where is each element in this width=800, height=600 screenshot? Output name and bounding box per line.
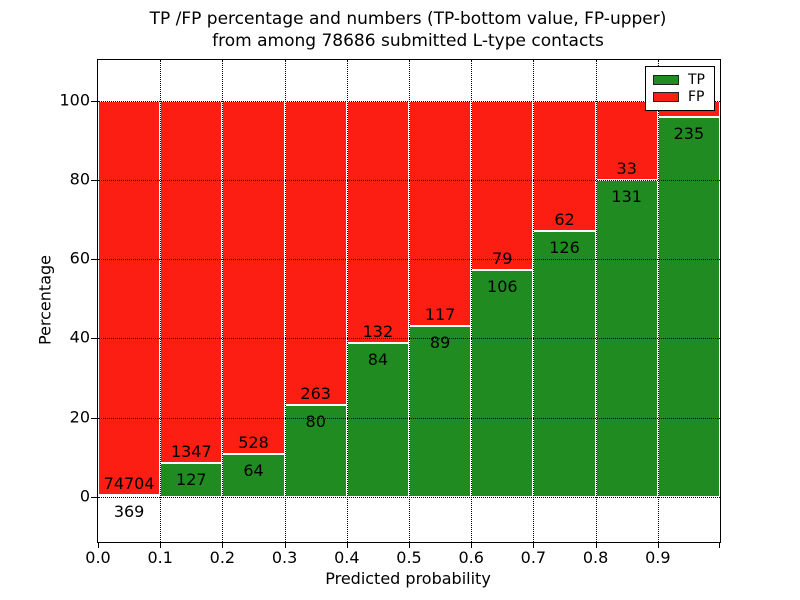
gridline-v-0.3 [284,60,286,542]
bar-segment-fp-7 [533,100,596,232]
x-tick-0 [98,542,99,548]
bar-label-tp-7: 126 [549,238,580,258]
y-tick-label-80: 80 [69,169,90,189]
x-tick-label-0.7: 0.7 [520,548,547,567]
gridline-h-40 [98,338,720,340]
gridline-v-0.5 [409,60,410,542]
x-tick-label-0.4: 0.4 [334,548,360,567]
legend-label-fp: FP [688,89,705,106]
y-tick-60 [91,259,97,261]
bar-segment-tp-7 [533,231,596,497]
x-tick-6 [471,542,473,548]
bar-segment-tp-4 [346,342,409,497]
bar-segment-fp-5 [409,100,472,326]
gridline-h-100 [98,100,720,102]
x-tick-label-0.9: 0.9 [645,548,671,567]
bar-label-tp-2: 64 [243,461,264,481]
y-tick-20 [91,417,97,419]
y-tick-100 [91,100,97,102]
bar-label-fp-5: 117 [424,304,456,324]
x-tick-9 [657,542,659,548]
x-tick-label-0.0: 0.0 [85,548,111,567]
bar-segment-tp-3 [284,404,347,497]
gridline-h-20 [98,417,720,419]
bar-label-tp-5: 89 [429,332,451,352]
gridline-v-0.4 [346,60,348,542]
bar-label-fp-4: 132 [362,321,394,341]
x-tick-4 [346,542,348,548]
x-tick-label-0.1: 0.1 [147,548,173,567]
bar-segment-fp-2 [222,100,285,455]
gridline-h-0 [98,497,720,498]
gridline-v-0.6 [471,60,473,542]
bar-label-fp-7: 62 [554,210,575,230]
bar-label-tp-6: 106 [487,276,518,296]
bar-segment-tp-6 [471,269,534,497]
bar-label-tp-9: 235 [673,123,705,143]
plot-area: 0.0 0.1 0.2 0.3 0.4 0.5 0.6 0.7 0.8 0.9 0 20 40 60 80 1… [59,59,721,567]
bar-label-fp-6: 79 [492,248,513,268]
y-tick-0 [91,497,97,498]
gridline-v-0.9 [657,60,659,542]
bar-label-tp-3: 80 [305,411,326,431]
bar-segment-fp-1 [160,100,223,463]
legend: TP FP [645,66,715,111]
legend-label-tp: TP [688,71,705,88]
y-tick-label-20: 20 [69,407,90,427]
bar-label-fp-0: 74704 [103,474,155,494]
x-axis-label: Predicted probability [325,569,491,588]
bar-segment-fp-0 [98,100,161,496]
bar-segment-tp-1 [160,462,223,497]
bar-segment-fp-6 [471,100,534,270]
bar-label-tp-1: 127 [176,469,207,489]
tp-color-swatch [653,74,679,85]
x-tick-label-0.2: 0.2 [209,548,236,567]
x-tick-8 [595,542,597,548]
bar-label-fp-8: 33 [616,159,637,179]
legend-item-fp: FP [646,90,714,104]
x-tick-7 [533,542,535,548]
chart-title-line1: TP /FP percentage and numbers (TP-bottom… [149,9,667,29]
y-tick-label-100: 100 [59,90,90,110]
bar-segment-fp-4 [346,100,409,343]
x-tick-label-0.8: 0.8 [582,548,609,567]
bar-label-tp-8: 131 [611,187,642,207]
gridline-v-0.2 [222,60,224,542]
y-tick-label-0: 0 [79,486,90,506]
legend-item-tp: TP [646,73,714,87]
gridline-h-60 [98,259,720,261]
bar-segment-tp-9 [657,116,720,497]
chart-title: TP /FP percentage and numbers (TP-bottom… [97,8,719,52]
gridline-v-0.1 [160,60,162,542]
x-tick-label-0.6: 0.6 [458,548,484,567]
fp-color-swatch [653,92,679,103]
gridline-v-0.8 [595,60,597,542]
x-tick-10 [719,542,720,548]
y-tick-label-60: 60 [69,248,90,268]
gridline-v-0.7 [533,60,535,542]
x-tick-2 [222,542,224,548]
x-tick-3 [284,542,286,548]
y-tick-40 [91,338,97,340]
bar-label-fp-2: 528 [238,433,269,453]
chart-title-line2: from among 78686 submitted L-type contac… [212,31,604,51]
y-tick-80 [91,179,97,181]
bar-label-fp-1: 1347 [170,441,212,461]
bar-label-tp-0: 369 [113,502,145,522]
bar-segment-fp-8 [595,100,658,181]
x-tick-label-0.5: 0.5 [396,548,422,567]
x-tick-5 [409,542,410,548]
bar-label-fp-3: 263 [300,383,331,403]
x-tick-label-0.3: 0.3 [271,548,298,567]
gridline-h-80 [98,179,720,181]
bar-segment-tp-0 [98,495,161,498]
y-tick-label-40: 40 [69,327,90,347]
bar-label-tp-4: 84 [367,349,389,369]
bar-segment-fp-3 [284,100,347,405]
x-tick-1 [160,542,162,548]
